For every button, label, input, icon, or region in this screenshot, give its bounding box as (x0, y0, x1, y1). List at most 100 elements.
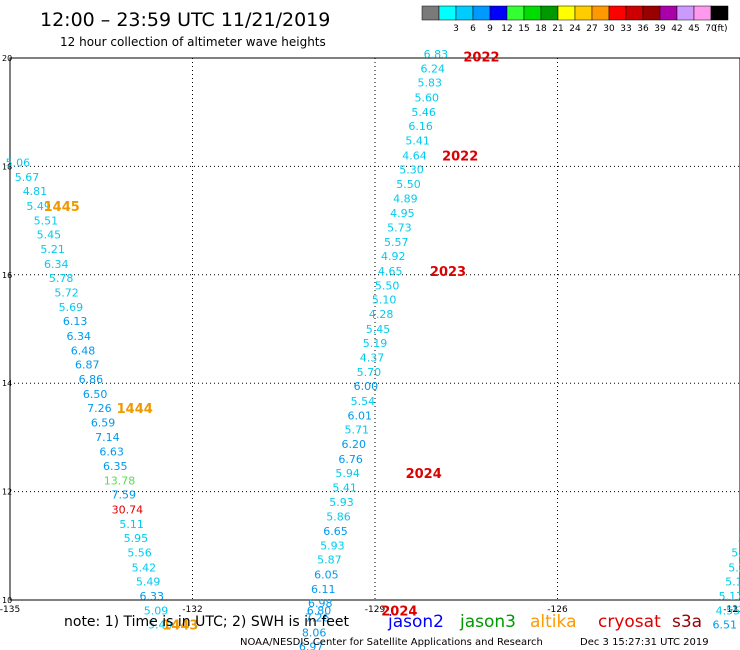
legend-swatch (574, 5, 593, 21)
wave-height-label: 5.49 (136, 575, 161, 588)
legend-swatch (523, 5, 542, 21)
wave-height-label: 5.95 (124, 532, 149, 545)
y-tick-label: 18 (2, 162, 12, 171)
legend-swatch (489, 5, 508, 21)
wave-height-label: 5.93 (320, 540, 345, 553)
pass-time-label: 1444 (117, 402, 153, 417)
wave-height-label: 5.42 (132, 561, 157, 574)
footer-credit: NOAA/NESDIS Center for Satellite Applica… (240, 637, 543, 648)
legend-swatch (438, 5, 457, 21)
wave-height-label: 5.19 (363, 337, 388, 350)
legend-unit: (ft) (714, 24, 728, 34)
legend-label: 6 (470, 24, 476, 34)
wave-height-label: 30.74 (112, 503, 144, 516)
wave-height-label: 5.49 (148, 619, 173, 632)
wave-height-label: 5.45 (366, 323, 391, 336)
satellite-name: altika (530, 612, 577, 632)
wave-height-label: 6.05 (314, 568, 339, 581)
wave-height-label: 6.98 (308, 597, 333, 610)
legend-label: 36 (637, 24, 649, 34)
wave-height-label: 5.06 (6, 156, 31, 169)
wave-height-label: 5.51 (34, 214, 59, 227)
pass-time-label: 2024 (406, 467, 442, 482)
satellite-name: cryosat (598, 612, 661, 632)
y-tick-label: 14 (2, 379, 12, 388)
wave-height-label: 6.16 (408, 120, 433, 133)
wave-height-label: 5.41 (332, 482, 357, 495)
wave-height-label: 6.65 (323, 525, 348, 538)
wave-height-label: 4.65 (378, 265, 403, 278)
color-legend: 3 6 9 12 15 18 21 24 27 30 33 36 39 42 45 70(ft) (421, 5, 729, 34)
wave-height-label: 6.01 (348, 410, 373, 423)
wave-height-label: 4.37 (360, 352, 385, 365)
wave-height-label: 6.48 (71, 344, 96, 357)
wave-height-label: 5.57 (384, 236, 409, 249)
legend-label: 30 (603, 24, 615, 34)
pass-time-label: 1445 (44, 200, 80, 215)
wave-height-label: 5.09 (144, 605, 169, 618)
legend-label: 21 (552, 24, 563, 34)
legend-swatch (693, 5, 712, 21)
wave-height-label: 5.78 (49, 272, 74, 285)
wave-height-label: 6.20 (341, 438, 366, 451)
wave-height-label: 6.11 (311, 583, 336, 596)
legend-swatch (659, 5, 678, 21)
wave-height-label: 7.26 (305, 612, 330, 625)
wave-height-label: 5.56 (127, 547, 152, 560)
x-tick-label-edge: -12 (723, 605, 738, 615)
wave-height-label: 5.54 (351, 395, 376, 408)
wave-height-label: 5.1 (725, 575, 740, 588)
wave-height-label: 4.81 (23, 185, 48, 198)
wave-height-label: 5.11 (119, 518, 144, 531)
legend-label: 27 (586, 24, 597, 34)
footer-timestamp: Dec 3 15:27:31 UTC 2019 (580, 637, 709, 648)
legend-label: 70 (705, 24, 717, 34)
legend-label: 42 (671, 24, 682, 34)
y-tick-label: 20 (2, 54, 12, 63)
legend-label: 15 (518, 24, 529, 34)
wave-height-label: 4.89 (393, 193, 418, 206)
wave-height-label: 4.92 (381, 250, 406, 263)
wave-height-label: 4.64 (402, 149, 427, 162)
wave-height-label: 5.83 (418, 77, 443, 90)
wave-height-label: 4.95 (390, 207, 415, 220)
wave-height-label: 4.28 (369, 308, 394, 321)
page-subtitle: 12 hour collection of altimeter wave hei… (60, 35, 326, 49)
y-tick-label: 12 (2, 488, 12, 497)
x-tick-label: -129 (365, 605, 386, 615)
satellite-legend: jason2 jason3 altika cryosat s3a (387, 612, 702, 632)
wave-height-label: 6.13 (63, 315, 88, 328)
footer-note: note: 1) Time is in UTC; 2) SWH is in fe… (64, 614, 350, 630)
wave-height-label: 7.26 (87, 402, 112, 415)
y-tick-label: 16 (2, 271, 12, 280)
wave-height-label: 5.8 (731, 547, 740, 560)
legend-label: 18 (535, 24, 547, 34)
wave-height-label: 5.50 (375, 279, 400, 292)
wave-height-label: 5.86 (326, 510, 351, 523)
wave-height-label: 6.35 (103, 460, 128, 473)
wave-height-label: 5.2 (728, 561, 740, 574)
wave-height-label: 5.30 (399, 163, 424, 176)
legend-swatch (625, 5, 644, 21)
satellite-name: s3a (672, 612, 702, 632)
legend-swatch (710, 5, 729, 21)
x-tick-label: -132 (182, 605, 202, 615)
pass-time-label: 2023 (430, 265, 466, 280)
wave-height-label: 5.17 (719, 590, 740, 603)
wave-height-label: 5.70 (357, 366, 382, 379)
wave-height-label: 5.45 (37, 228, 62, 241)
wave-height-label: 4.55 (716, 605, 740, 618)
wave-height-label: 6.24 (421, 63, 446, 76)
wave-height-label: 6.50 (83, 388, 108, 401)
satellite-name: jason2 (387, 612, 444, 632)
wave-height-label: 5.93 (329, 496, 354, 509)
wave-height-label: 6.80 (307, 605, 332, 618)
legend-label: 3 (453, 24, 459, 34)
wave-height-label: 6.86 (79, 373, 104, 386)
legend-swatch (642, 5, 661, 21)
wave-height-label: 5.73 (387, 221, 412, 234)
pass-time-label: 2024 (381, 605, 417, 620)
pass-time-label: 2022 (442, 149, 478, 164)
legend-label: 9 (487, 24, 493, 34)
